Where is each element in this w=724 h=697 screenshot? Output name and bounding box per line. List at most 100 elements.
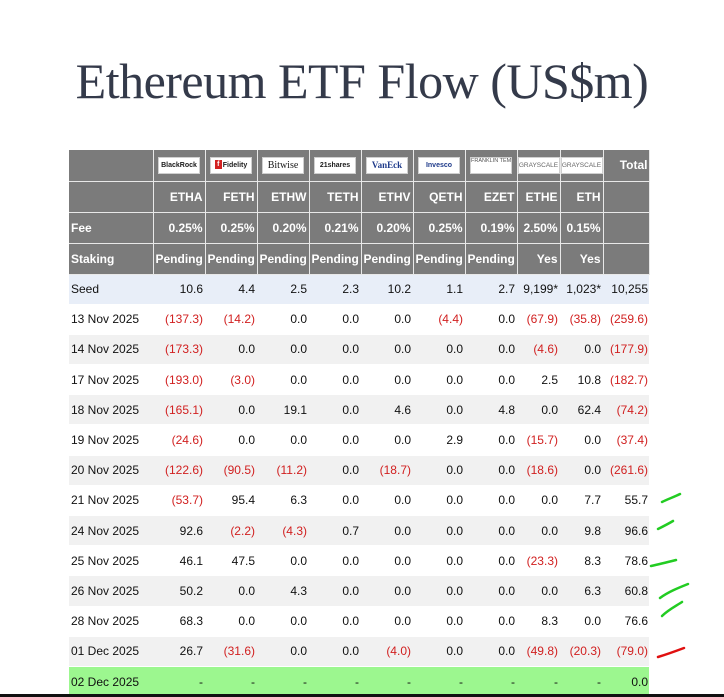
row-date: 13 Nov 2025 — [69, 304, 153, 335]
flow-cell: (49.8) — [517, 636, 560, 667]
check-mark-5 — [660, 600, 684, 618]
flow-cell: 0.0 — [309, 545, 361, 577]
flow-cell: 0.0 — [257, 334, 309, 366]
flow-cell: 0.0 — [257, 424, 309, 456]
vaneck-logo: VanEck — [366, 156, 408, 174]
logo-cell: GRAYSCALE — [560, 150, 604, 182]
fee-label: Fee — [69, 212, 154, 244]
logo-cell: 21shares — [309, 150, 362, 182]
staking-value: Yes — [560, 243, 604, 275]
flow-cell: (3.0) — [205, 364, 257, 396]
row-total-cell: (37.4) — [603, 424, 649, 456]
flow-cell: (15.7) — [517, 424, 560, 456]
logo-row: BlackRock f Fidelity Bitwise 21shares VanEck I… — [69, 150, 650, 182]
fidelity-mark-icon: f — [214, 160, 222, 170]
row-date: 01 Dec 2025 — [69, 636, 153, 667]
staking-value: Pending — [153, 243, 206, 275]
table-row: 26 Nov 2025 50.2 0.0 4.3 0.0 0.0 0.0 0.0 0.0 6.3 6… — [69, 575, 649, 607]
row-total-cell: (261.6) — [603, 455, 649, 486]
bottom-edge-bar — [0, 694, 724, 697]
row-total-cell: (259.6) — [603, 304, 649, 335]
fee-value: 0.25% — [205, 212, 258, 244]
flow-cell: 0.0 — [361, 364, 413, 396]
fee-value: 0.25% — [413, 212, 466, 244]
flow-cell: 0.0 — [465, 334, 517, 366]
staking-value: Pending — [465, 243, 518, 275]
staking-row-total-empty — [603, 243, 650, 275]
table-row: 21 Nov 2025 (53.7) 95.4 6.3 0.0 0.0 0.0 0.0 0.0 7… — [69, 485, 649, 517]
flow-cell: 0.0 — [257, 304, 309, 335]
flow-cell: - — [153, 666, 205, 697]
flow-cell: 0.0 — [257, 364, 309, 396]
flow-cell: - — [205, 666, 257, 697]
flow-cell: 9.8 — [560, 515, 603, 547]
flow-cell: (24.6) — [153, 424, 205, 456]
flow-cell: 8.3 — [560, 545, 603, 577]
row-total-cell: (74.2) — [603, 394, 649, 426]
fee-row: Fee 0.25% 0.25% 0.20% 0.21% 0.20% 0.25% 0.19% 2.… — [69, 212, 650, 244]
row-date: 28 Nov 2025 — [69, 606, 153, 637]
row-date: 14 Nov 2025 — [69, 334, 153, 366]
flow-cell: 10.8 — [560, 364, 603, 396]
logo-cell: GRAYSCALE — [517, 150, 561, 182]
ticker-header: ETHV — [361, 181, 414, 213]
ticker-row-empty-cell — [69, 181, 154, 213]
flow-cell: 0.0 — [413, 575, 465, 607]
flow-cell: (137.3) — [153, 304, 205, 335]
flow-cell: 0.0 — [413, 364, 465, 396]
check-mark-1 — [660, 492, 682, 504]
flow-cell: 4.4 — [205, 274, 257, 305]
flow-cell: 0.0 — [309, 304, 361, 335]
flow-cell: 19.1 — [257, 394, 309, 426]
flow-cell: 0.0 — [465, 636, 517, 667]
flow-cell: 10.6 — [153, 274, 205, 305]
staking-value: Pending — [205, 243, 258, 275]
flow-cell: (18.6) — [517, 455, 560, 486]
fee-value: 0.20% — [257, 212, 310, 244]
row-total-cell: 10,255 — [603, 274, 649, 305]
flow-cell: 68.3 — [153, 606, 205, 637]
fidelity-logo-text: Fidelity — [222, 161, 248, 169]
flow-cell: 0.0 — [361, 575, 413, 607]
flow-cell: (2.2) — [205, 515, 257, 547]
flow-cell: 0.0 — [465, 455, 517, 486]
flow-cell: 0.0 — [413, 485, 465, 517]
flow-cell: 0.0 — [257, 545, 309, 577]
row-date: 02 Dec 2025 — [69, 666, 153, 697]
flow-cell: 1.1 — [413, 274, 465, 305]
flow-cell: 0.0 — [465, 364, 517, 396]
flow-cell: (67.9) — [517, 304, 560, 335]
flow-cell: (4.0) — [361, 636, 413, 667]
flow-cell: 7.7 — [560, 485, 603, 517]
staking-label: Staking — [69, 243, 154, 275]
flow-cell: 0.0 — [361, 485, 413, 517]
table-row: 13 Nov 2025 (137.3) (14.2) 0.0 0.0 0.0 (4.4) 0.… — [69, 304, 649, 335]
logo-cell: FRANKLIN TEMPLETON — [465, 150, 518, 182]
flow-cell: 0.0 — [309, 485, 361, 517]
flow-cell: 0.0 — [309, 575, 361, 607]
ticker-header: TETH — [309, 181, 362, 213]
flow-cell: 0.0 — [560, 424, 603, 456]
logo-cell: VanEck — [361, 150, 414, 182]
flow-cell: 1,023* — [560, 274, 603, 305]
staking-value: Pending — [361, 243, 414, 275]
flow-cell: (122.6) — [153, 455, 205, 486]
flow-cell: 2.9 — [413, 424, 465, 456]
ticker-header: ETHE — [517, 181, 561, 213]
flow-cell: 0.0 — [413, 455, 465, 486]
flow-cell: 0.0 — [257, 636, 309, 667]
red-mark — [656, 646, 686, 659]
flow-cell: 0.0 — [413, 636, 465, 667]
flow-cell: 0.0 — [517, 485, 560, 517]
table-row: 25 Nov 2025 46.1 47.5 0.0 0.0 0.0 0.0 0.0 (23.3)… — [69, 545, 649, 577]
row-date: 18 Nov 2025 — [69, 394, 153, 426]
check-mark-2 — [656, 519, 675, 531]
flow-cell: 0.0 — [361, 334, 413, 366]
flow-cell: 9,199* — [517, 274, 560, 305]
ticker-header: ETHA — [153, 181, 206, 213]
flow-cell: 0.0 — [361, 515, 413, 547]
row-total-cell: 96.6 — [603, 515, 649, 547]
flow-cell: (90.5) — [205, 455, 257, 486]
flow-cell: 2.5 — [257, 274, 309, 305]
flow-cell: 0.0 — [465, 606, 517, 637]
